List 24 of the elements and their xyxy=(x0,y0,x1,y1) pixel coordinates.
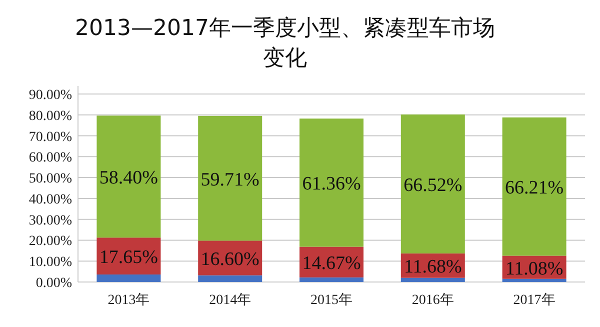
y-tick-label: 80.00% xyxy=(28,108,72,124)
y-tick-label: 20.00% xyxy=(28,234,72,250)
y-tick-label: 90.00% xyxy=(28,88,72,103)
data-label: 16.60% xyxy=(200,248,260,270)
data-label: 14.67% xyxy=(302,253,361,274)
x-tick-label: 2016年 xyxy=(412,292,454,308)
x-tick-label: 2017年 xyxy=(513,292,556,308)
y-tick-label: 40.00% xyxy=(28,192,72,208)
data-label: 66.52% xyxy=(404,174,462,196)
data-label: 66.21% xyxy=(505,178,564,199)
data-label: 59.71% xyxy=(200,169,260,190)
data-label: 61.36% xyxy=(302,174,361,195)
y-tick-label: 30.00% xyxy=(28,213,72,228)
y-tick-label: 50.00% xyxy=(28,172,72,187)
data-label: 58.40% xyxy=(99,168,158,189)
x-tick-label: 2013年 xyxy=(108,292,150,308)
chart-title: 2013—2017年一季度小型、紧凑型车市场变化 xyxy=(74,15,496,73)
y-tick-label: 10.00% xyxy=(28,255,72,270)
y-tick-label: 0.00% xyxy=(36,276,72,291)
x-tick-label: 2014年 xyxy=(209,292,252,308)
x-tick-label: 2015年 xyxy=(310,292,352,308)
y-tick-label: 60.00% xyxy=(28,150,72,166)
data-label: 17.65% xyxy=(99,247,158,268)
y-tick-label: 70.00% xyxy=(28,130,72,145)
